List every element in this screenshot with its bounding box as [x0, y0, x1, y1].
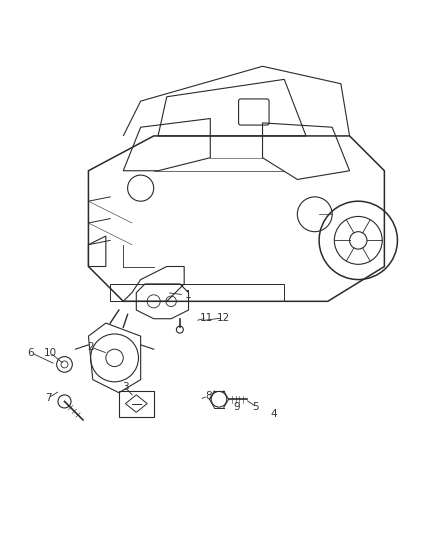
Text: 2: 2: [87, 342, 94, 352]
Text: 8: 8: [205, 391, 212, 401]
Text: 3: 3: [122, 383, 129, 392]
Text: 5: 5: [253, 402, 259, 411]
Text: 1: 1: [185, 290, 192, 300]
Text: 7: 7: [45, 393, 52, 403]
Text: 6: 6: [28, 348, 34, 358]
Text: 9: 9: [233, 402, 240, 411]
Text: 12: 12: [217, 313, 230, 323]
Text: 11: 11: [200, 313, 213, 323]
Text: 4: 4: [270, 409, 277, 419]
Text: 10: 10: [43, 348, 57, 358]
